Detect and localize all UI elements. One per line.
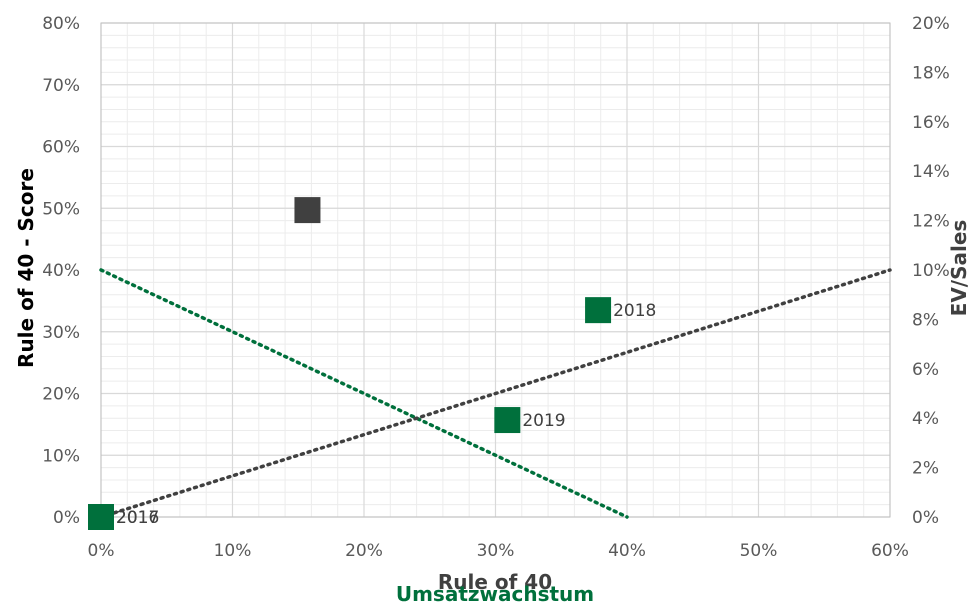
y-left-tick-label: 50% xyxy=(42,199,80,219)
x-axis-label-1: Rule of 40 xyxy=(438,570,552,594)
y-left-tick-label: 20% xyxy=(42,385,80,405)
y-right-tick-label: 20% xyxy=(912,14,950,34)
trendline xyxy=(99,268,629,519)
y-right-tick-label: 12% xyxy=(912,212,950,232)
x-tick-label: 60% xyxy=(871,541,909,561)
y-left-tick-label: 30% xyxy=(42,323,80,343)
trendline xyxy=(99,268,892,519)
x-tick-label: 30% xyxy=(477,541,515,561)
y-left-tick-label: 40% xyxy=(42,261,80,281)
y-left-tick-label: 10% xyxy=(42,446,80,466)
tick-labels: 0% 10% 20% 30% 40% 50% 60%0%10%20%30%40%50%60%… xyxy=(42,14,950,561)
grid xyxy=(100,22,891,518)
x-tick-label: 0% xyxy=(88,541,115,561)
y-left-tick-label: 60% xyxy=(42,138,80,158)
y-right-tick-label: 16% xyxy=(912,113,950,133)
data-label: 2016 xyxy=(116,508,159,528)
y-right-tick-label: 6% xyxy=(912,360,939,380)
x-tick-label: 10% xyxy=(214,541,252,561)
data-point xyxy=(494,407,521,434)
y-right-tick-label: 8% xyxy=(912,310,939,330)
y-right-tick-label: 18% xyxy=(912,63,950,83)
y-left-tick-label: 80% xyxy=(42,14,80,34)
trendlines xyxy=(99,268,892,519)
x-tick-label: 20% xyxy=(345,541,383,561)
y-right-tick-label: 14% xyxy=(912,162,950,182)
y-right-tick-label: 0% xyxy=(912,508,939,528)
y-axis-left-label: Rule of 40 - Score xyxy=(14,168,38,368)
data-label: 2018 xyxy=(613,301,656,321)
data-point xyxy=(294,197,321,224)
y-left-tick-label: 0% xyxy=(53,508,80,528)
y-left-tick-label: 70% xyxy=(42,76,80,96)
y-axis-right-label: EV/Sales xyxy=(947,220,971,317)
y-right-tick-label: 10% xyxy=(912,261,950,281)
data-label: 2017 xyxy=(116,508,159,528)
x-tick-label: 50% xyxy=(740,541,778,561)
data-point xyxy=(88,504,114,530)
data-point xyxy=(585,297,612,324)
x-axis-label-2: Umsatzwachstum xyxy=(396,582,594,606)
y-right-tick-label: 2% xyxy=(912,459,939,479)
y-right-tick-label: 4% xyxy=(912,409,939,429)
data-label: 2019 xyxy=(522,411,565,431)
x-tick-label: 40% xyxy=(608,541,646,561)
